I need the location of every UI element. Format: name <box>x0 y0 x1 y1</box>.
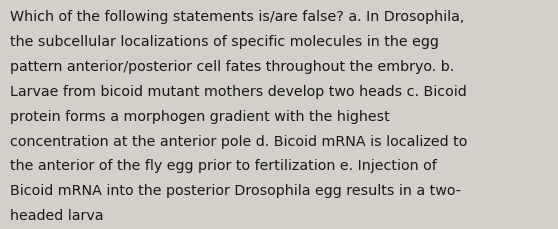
Text: pattern anterior/posterior cell fates throughout the embryo. b.: pattern anterior/posterior cell fates th… <box>10 60 454 74</box>
Text: headed larva: headed larva <box>10 208 104 222</box>
Text: Larvae from bicoid mutant mothers develop two heads c. Bicoid: Larvae from bicoid mutant mothers develo… <box>10 85 467 98</box>
Text: protein forms a morphogen gradient with the highest: protein forms a morphogen gradient with … <box>10 109 390 123</box>
Text: Which of the following statements is/are false? a. In Drosophila,: Which of the following statements is/are… <box>10 10 464 24</box>
Text: Bicoid mRNA into the posterior Drosophila egg results in a two-: Bicoid mRNA into the posterior Drosophil… <box>10 183 461 197</box>
Text: the subcellular localizations of specific molecules in the egg: the subcellular localizations of specifi… <box>10 35 439 49</box>
Text: the anterior of the fly egg prior to fertilization e. Injection of: the anterior of the fly egg prior to fer… <box>10 159 437 173</box>
Text: concentration at the anterior pole d. Bicoid mRNA is localized to: concentration at the anterior pole d. Bi… <box>10 134 468 148</box>
